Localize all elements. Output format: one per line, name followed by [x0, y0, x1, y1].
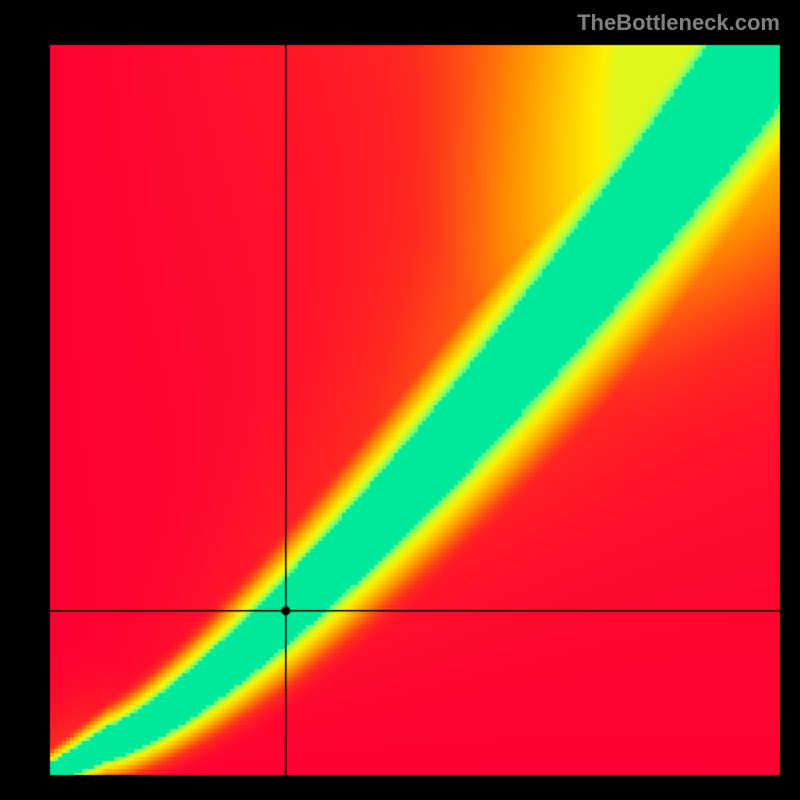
heatmap-canvas — [0, 0, 800, 800]
attribution-label: TheBottleneck.com — [577, 10, 780, 36]
chart-container: TheBottleneck.com — [0, 0, 800, 800]
